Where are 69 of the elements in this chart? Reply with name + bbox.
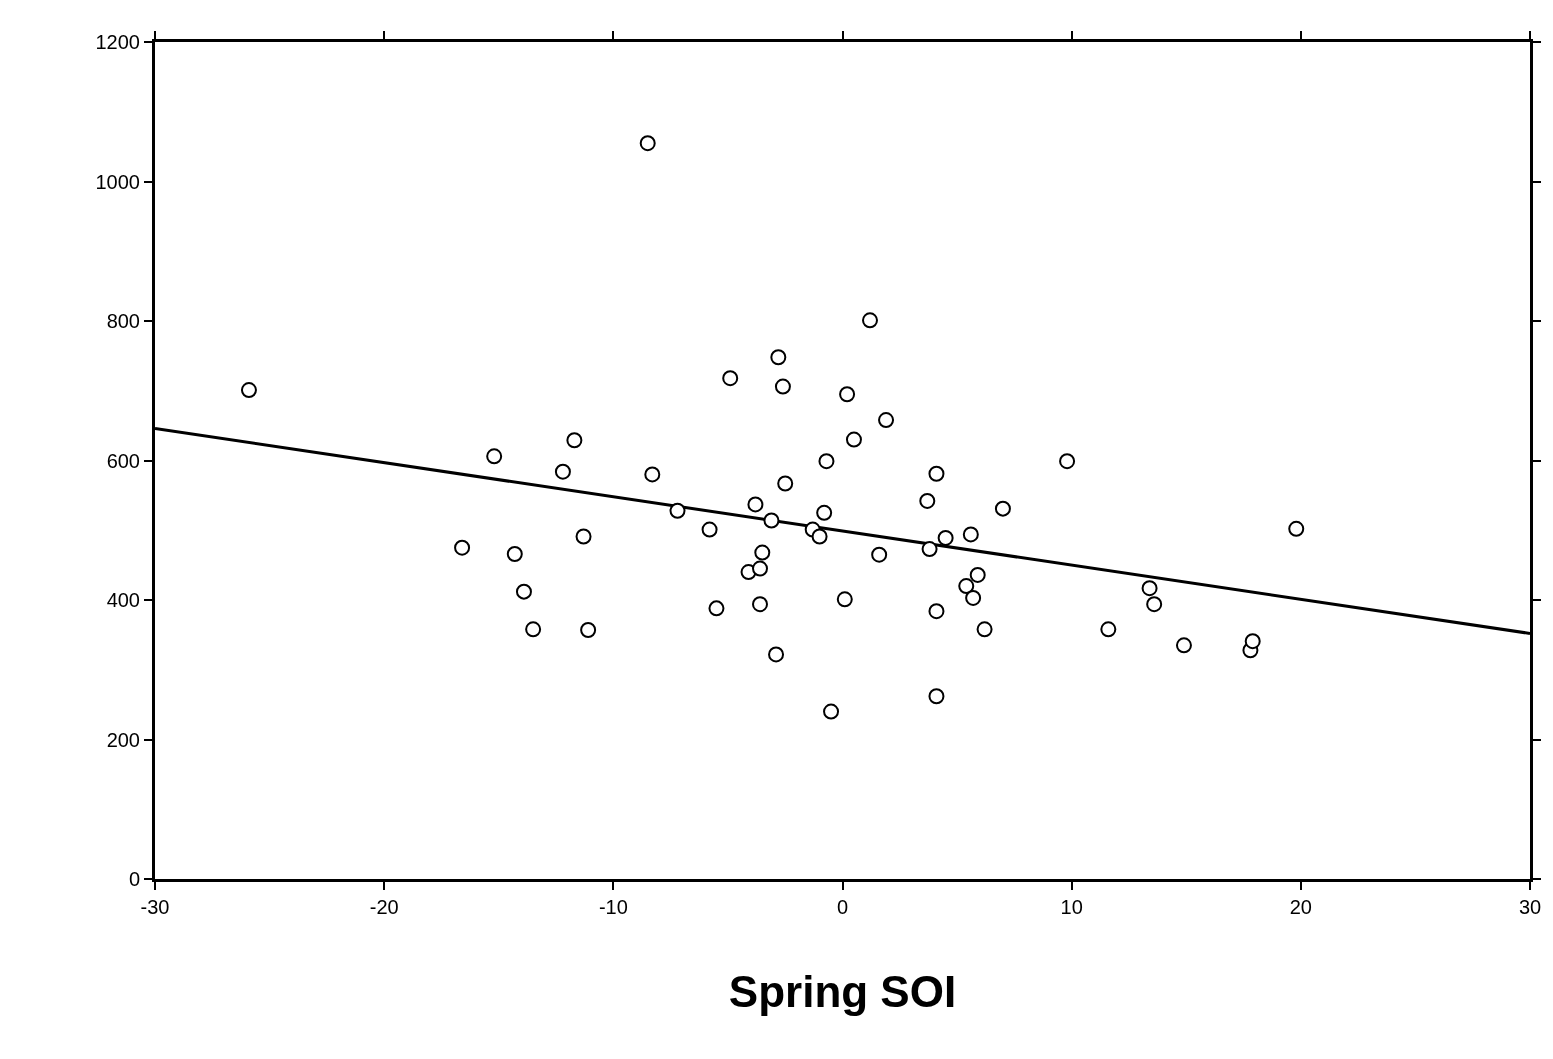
y-tick-label: 1000 [95, 170, 140, 193]
point [708, 600, 725, 617]
point [752, 560, 768, 577]
point [811, 528, 828, 545]
point [969, 566, 986, 583]
point [958, 578, 975, 595]
point [486, 448, 503, 465]
point [921, 541, 938, 558]
point [768, 646, 785, 663]
point [1059, 453, 1076, 470]
point [1141, 580, 1158, 597]
point [566, 432, 583, 449]
x-tick-label: 20 [1289, 896, 1312, 918]
y-tick-label: 200 [106, 728, 140, 751]
point [580, 621, 597, 638]
x-tick-label: -30 [140, 896, 170, 918]
point [1100, 621, 1117, 638]
point [763, 512, 780, 529]
point [816, 504, 833, 521]
point [515, 583, 532, 600]
point [454, 539, 471, 556]
point [747, 496, 764, 513]
y-tick-label: 800 [106, 310, 140, 332]
point [752, 596, 768, 613]
point [878, 412, 895, 429]
point [962, 526, 979, 543]
point [823, 703, 840, 720]
x-tick-label: 10 [1060, 896, 1083, 918]
point [669, 502, 686, 519]
point [1244, 633, 1261, 650]
y-tick-label: 1200 [95, 31, 140, 53]
point [919, 492, 936, 509]
point [777, 475, 794, 492]
x-tick-label: 0 [836, 896, 849, 918]
y-tick-label: 400 [106, 589, 140, 611]
point [506, 545, 523, 562]
point [525, 621, 542, 638]
point [1146, 596, 1163, 613]
point [818, 453, 835, 470]
point [871, 546, 888, 563]
point [1288, 520, 1305, 537]
point [928, 465, 945, 482]
point [774, 378, 791, 395]
x-tick-label: 30 [1518, 896, 1542, 918]
point [937, 529, 954, 546]
x-tick-label: -20 [369, 896, 399, 918]
point [575, 528, 592, 545]
point [994, 500, 1011, 517]
point [722, 370, 739, 387]
point [836, 591, 853, 608]
point [965, 589, 982, 606]
point [639, 135, 656, 152]
point [240, 382, 257, 399]
x-tick-label: -10 [598, 896, 628, 918]
point [839, 386, 856, 403]
point [644, 466, 661, 483]
point [976, 621, 993, 638]
point [862, 312, 878, 329]
point [845, 431, 862, 448]
point [928, 688, 945, 705]
point [770, 349, 787, 366]
point [754, 544, 771, 561]
x-axis-title: Spring SOI [728, 967, 957, 1017]
point [701, 521, 718, 538]
y-tick-label: 0 [128, 868, 140, 890]
point [1175, 637, 1192, 654]
point [554, 463, 571, 480]
point [928, 603, 945, 620]
y-tick-label: 600 [106, 449, 140, 472]
